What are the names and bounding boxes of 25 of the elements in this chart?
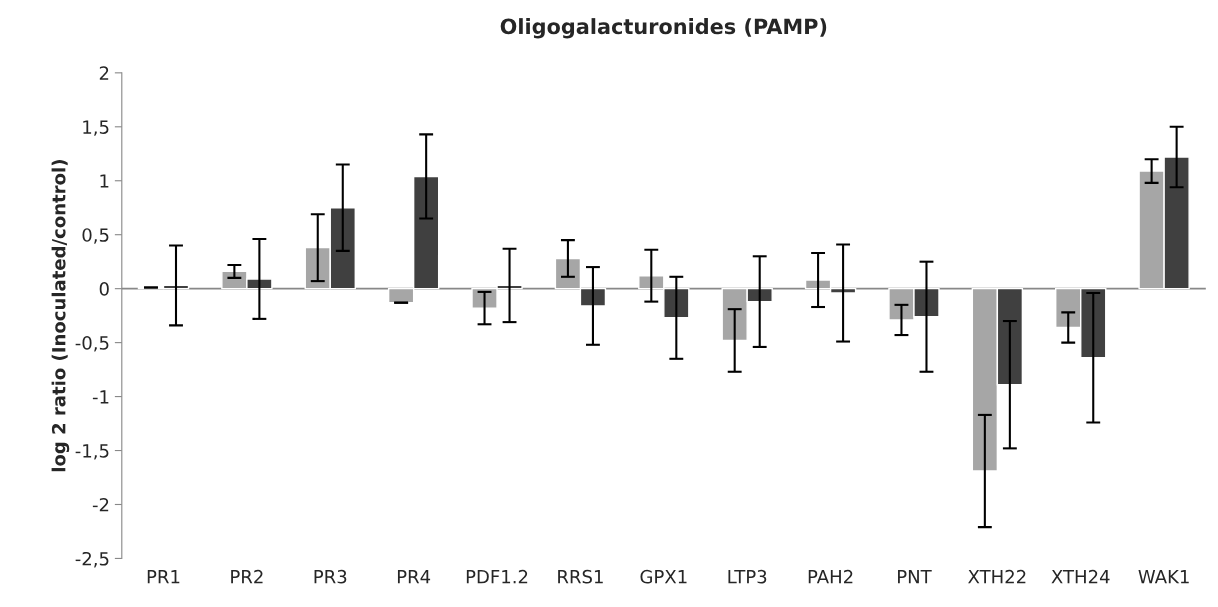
y-tick-label: -1,5 — [75, 444, 109, 460]
x-tick-label: PDF1.2 — [466, 569, 528, 584]
x-tick-label: LTP3 — [728, 569, 767, 584]
y-tick-label: 0 — [99, 282, 109, 296]
y-tick-label: 0,5 — [82, 228, 109, 244]
x-tick-label: WAK1 — [1138, 570, 1189, 584]
y-tick-label: 1,5 — [83, 120, 109, 136]
y-tick-label: -0,5 — [75, 336, 109, 352]
x-tick-label: XTH24 — [1051, 569, 1110, 584]
x-tick-label: PR2 — [231, 569, 263, 584]
y-tick-label: -1 — [92, 390, 109, 404]
x-tick-label: GPX1 — [640, 569, 687, 584]
x-tick-label: RRS1 — [558, 569, 603, 584]
y-tick-label: 2 — [99, 66, 109, 80]
x-tick-label: PR3 — [314, 569, 347, 584]
x-tick-label: PR1 — [147, 570, 180, 584]
y-tick-label: -2 — [92, 497, 109, 512]
x-tick-label: PNT — [898, 570, 932, 584]
y-axis-title: log 2 ratio (Inoculated/control) — [51, 160, 70, 472]
chart-title: Oligogalacturonides (PAMP) — [500, 18, 827, 39]
x-tick-label: PAH2 — [808, 569, 853, 584]
y-tick-label: 1 — [100, 174, 109, 188]
y-tick-label: -2,5 — [75, 551, 109, 568]
x-tick-label: XTH22 — [968, 569, 1026, 584]
x-tick-label: PR4 — [397, 570, 431, 584]
